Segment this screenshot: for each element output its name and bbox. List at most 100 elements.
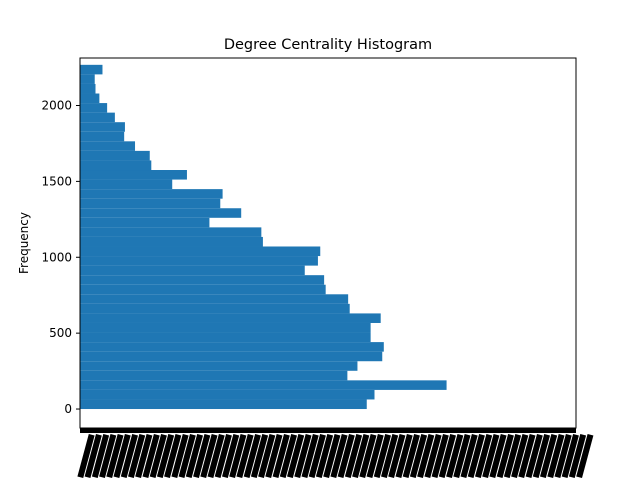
x-tick-label-42 xyxy=(381,433,399,479)
x-tick-label-33 xyxy=(315,433,334,479)
x-tick-label-30 xyxy=(294,433,312,479)
x-tick-label-67 xyxy=(561,433,579,479)
histogram-bar-14 xyxy=(80,265,305,276)
histogram-bar-10 xyxy=(80,303,350,314)
x-tick-label-28 xyxy=(279,433,297,479)
y-tick-label-2000: 2000 xyxy=(41,99,72,113)
x-tick-label-40 xyxy=(366,433,384,479)
x-tick-label-0 xyxy=(77,433,95,479)
histogram-bar-20 xyxy=(80,208,242,218)
histogram-bar-27 xyxy=(80,141,136,151)
histogram-bar-22 xyxy=(80,189,223,199)
histogram-bar-0 xyxy=(80,399,367,410)
x-tick-label-60 xyxy=(511,433,529,479)
histogram-bar-19 xyxy=(80,217,210,228)
x-tick-label-4 xyxy=(106,433,124,479)
x-tick-label-51 xyxy=(446,433,464,479)
histogram-bar-31 xyxy=(80,103,108,113)
histogram-bar-12 xyxy=(80,284,326,295)
histogram-bar-25 xyxy=(80,160,152,171)
histogram-bar-18 xyxy=(80,227,262,237)
x-tick-label-24 xyxy=(250,433,269,479)
y-tick-label-0: 0 xyxy=(64,402,72,416)
x-tick-label-54 xyxy=(467,433,485,479)
x-tick-label-2 xyxy=(91,433,110,479)
bars-group xyxy=(80,64,447,410)
histogram-bar-5 xyxy=(80,351,383,362)
x-tick-label-55 xyxy=(475,433,493,479)
histogram-bar-11 xyxy=(80,294,349,304)
histogram-bar-7 xyxy=(80,332,371,343)
x-ticks-group xyxy=(77,428,594,479)
x-tick-label-56 xyxy=(482,433,500,479)
x-tick-label-3 xyxy=(99,433,117,479)
x-tick-label-37 xyxy=(344,433,363,479)
x-tick-label-6 xyxy=(120,433,138,479)
histogram-bar-32 xyxy=(80,93,100,104)
x-tick-label-66 xyxy=(554,433,572,479)
chart-title: Degree Centrality Histogram xyxy=(224,37,432,53)
histogram-bar-33 xyxy=(80,83,96,94)
histogram-bar-24 xyxy=(80,170,187,180)
x-tick-label-46 xyxy=(409,433,428,479)
histogram-bar-6 xyxy=(80,342,384,352)
x-tick-label-22 xyxy=(236,433,254,479)
x-tick-label-25 xyxy=(258,433,276,479)
x-tick-label-26 xyxy=(265,433,283,479)
x-tick-label-36 xyxy=(337,433,355,479)
histogram-bar-35 xyxy=(80,64,103,75)
histogram-bar-26 xyxy=(80,150,150,161)
x-tick-label-69 xyxy=(576,433,594,479)
x-tick-label-21 xyxy=(229,433,247,479)
x-tick-label-62 xyxy=(525,433,543,479)
x-tick-label-31 xyxy=(301,433,319,479)
histogram-bar-15 xyxy=(80,256,318,266)
x-tick-label-39 xyxy=(359,433,377,479)
x-tick-marks-band xyxy=(80,428,576,433)
x-tick-label-50 xyxy=(438,433,456,479)
x-tick-label-13 xyxy=(171,433,189,479)
x-tick-label-64 xyxy=(540,433,558,479)
histogram-bar-1 xyxy=(80,389,375,400)
histogram-bar-16 xyxy=(80,246,321,257)
histogram-bar-9 xyxy=(80,313,381,323)
y-tick-label-500: 500 xyxy=(49,326,72,340)
histogram-bar-28 xyxy=(80,131,125,142)
x-tick-label-53 xyxy=(460,433,478,479)
x-tick-label-59 xyxy=(503,433,522,479)
histogram-bar-30 xyxy=(80,112,115,123)
y-ticks-group: 0 500 1000 1500 2000 xyxy=(41,99,80,416)
x-tick-label-32 xyxy=(308,433,326,479)
histogram-bar-13 xyxy=(80,275,325,285)
x-tick-label-49 xyxy=(431,433,449,479)
x-tick-label-14 xyxy=(178,433,196,479)
x-tick-label-17 xyxy=(200,433,218,479)
x-tick-label-7 xyxy=(128,433,146,479)
y-tick-label-1500: 1500 xyxy=(41,174,72,188)
x-tick-label-9 xyxy=(142,433,160,479)
x-tick-label-1 xyxy=(84,433,102,479)
x-tick-label-68 xyxy=(568,433,587,479)
x-tick-label-63 xyxy=(532,433,550,479)
x-tick-label-47 xyxy=(417,433,435,479)
x-tick-label-52 xyxy=(453,433,471,479)
x-tick-label-58 xyxy=(496,433,514,479)
histogram-bar-34 xyxy=(80,74,95,84)
histogram-bar-2 xyxy=(80,380,447,390)
histogram-bar-17 xyxy=(80,236,263,247)
x-tick-label-15 xyxy=(185,433,203,479)
x-tick-label-43 xyxy=(388,433,406,479)
x-tick-label-23 xyxy=(243,433,261,479)
x-tick-label-65 xyxy=(547,433,565,479)
x-tick-label-5 xyxy=(113,433,131,479)
x-tick-label-29 xyxy=(287,433,305,479)
x-tick-label-44 xyxy=(395,433,413,479)
x-tick-label-34 xyxy=(323,433,341,479)
histogram-bar-21 xyxy=(80,198,221,209)
x-tick-label-10 xyxy=(149,433,167,479)
histogram-bar-3 xyxy=(80,370,348,381)
x-tick-label-12 xyxy=(164,433,182,479)
x-tick-label-8 xyxy=(135,433,153,479)
